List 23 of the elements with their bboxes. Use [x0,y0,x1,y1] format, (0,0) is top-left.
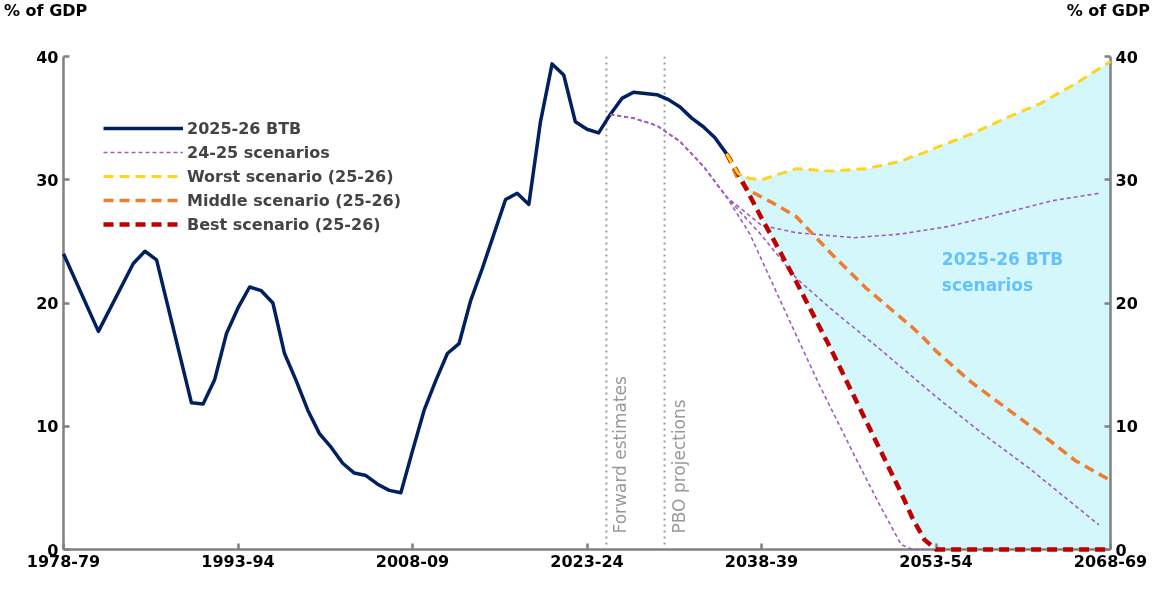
legend-label: 24-25 scenarios [187,142,330,162]
y2-tick-label: 30 [1115,170,1138,190]
y-tick-label: 20 [36,294,59,313]
y2-tick-label: 10 [1115,417,1138,437]
legend-label: Best scenario (25-26) [187,214,381,234]
y2-tick-label: 20 [1115,294,1138,313]
x-tick-label: 2038-39 [724,551,799,571]
y2-tick-label: 40 [1115,47,1138,67]
y-axis-title: % of GDP [4,0,88,22]
y-tick-label: 30 [36,170,59,190]
x-tick-label: 2053-54 [899,551,973,571]
y-tick-label: 40 [36,47,59,67]
legend-label: 2025-26 BTB [187,118,302,138]
x-tick-label: 1993-94 [201,551,275,571]
ref-line-label: Forward estimates [610,375,631,534]
x-tick-label: 2008-09 [375,551,450,571]
legend-label: Worst scenario (25-26) [187,166,394,186]
ref-line-label: PBO projections [668,399,689,534]
legend-label: Middle scenario (25-26) [187,190,401,210]
annotation: 2025-26 BTB scenarios [941,249,1064,296]
y2-axis-title: % of GDP [1066,0,1150,22]
y-tick-label: 10 [36,417,59,437]
x-tick-label: 2023-24 [550,551,624,571]
